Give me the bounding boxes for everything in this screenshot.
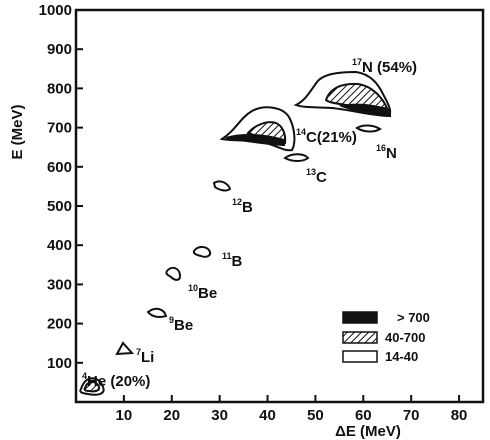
x-tick-label: 30 (211, 407, 228, 424)
island-17n-middle (324, 82, 389, 110)
x-tick-label: 80 (451, 407, 468, 424)
island-11b (192, 246, 212, 258)
island-12b (212, 180, 232, 192)
label-13c: 13C (306, 167, 327, 186)
x-tick-label: 40 (259, 407, 276, 424)
label-14c: 14C(21%) (296, 127, 357, 146)
isotope-labels: 4He (20%) 7Li 9Be 10Be 11B 12B 13C 14C(2… (82, 57, 417, 390)
label-4he: 4He (20%) (82, 371, 150, 390)
legend: > 700 40-700 14-40 (342, 310, 430, 364)
island-9be (146, 307, 168, 318)
island-13c (283, 153, 310, 162)
y-tick-label: 100 (47, 355, 72, 372)
x-tick-label: 50 (307, 407, 324, 424)
island-7li (115, 341, 135, 356)
legend-label-open: 14-40 (385, 349, 418, 364)
y-tick-labels: 100 200 300 400 500 600 700 800 900 1000 (39, 2, 72, 372)
island-14c-core (225, 133, 285, 147)
x-tick-label: 60 (355, 407, 372, 424)
y-tick-label: 900 (47, 41, 72, 58)
label-12b: 12B (232, 197, 253, 216)
x-tick-label: 20 (163, 407, 180, 424)
island-4he-inner (83, 380, 101, 393)
legend-label-hatched: 40-700 (385, 330, 425, 345)
x-tick-label: 70 (403, 407, 420, 424)
y-tick-label: 600 (47, 159, 72, 176)
legend-swatch-solid (342, 311, 378, 324)
label-7li: 7Li (136, 347, 154, 366)
y-tick-label: 300 (47, 276, 72, 293)
label-16n: 16N (376, 143, 397, 162)
island-16n (355, 124, 382, 133)
isotope-islands (79, 70, 392, 396)
x-tick-labels: 10 20 30 40 50 60 70 80 (116, 407, 468, 424)
legend-label-solid: > 700 (397, 310, 430, 325)
y-axis-title: E (MeV) (9, 104, 26, 159)
x-axis-title: ΔE (MeV) (335, 423, 401, 440)
island-4he (79, 377, 105, 396)
label-11b: 11B (222, 251, 243, 270)
y-tick-label: 200 (47, 316, 72, 333)
y-tick-label: 700 (47, 120, 72, 137)
island-17n-core (338, 103, 391, 118)
y-tick-label: 1000 (39, 2, 72, 19)
y-tick-label: 500 (47, 198, 72, 215)
y-tick-label: 400 (47, 237, 72, 254)
island-10be (165, 266, 182, 281)
label-10be: 10Be (188, 283, 217, 302)
label-9be: 9Be (169, 315, 193, 334)
legend-swatch-open (342, 350, 378, 363)
island-17n (293, 70, 392, 118)
axis-ticks (76, 9, 461, 402)
legend-swatch-hatched (342, 331, 378, 344)
label-17n: 17N (54%) (352, 57, 417, 76)
x-tick-label: 10 (116, 407, 133, 424)
y-tick-label: 800 (47, 80, 72, 97)
island-14c (219, 106, 296, 152)
